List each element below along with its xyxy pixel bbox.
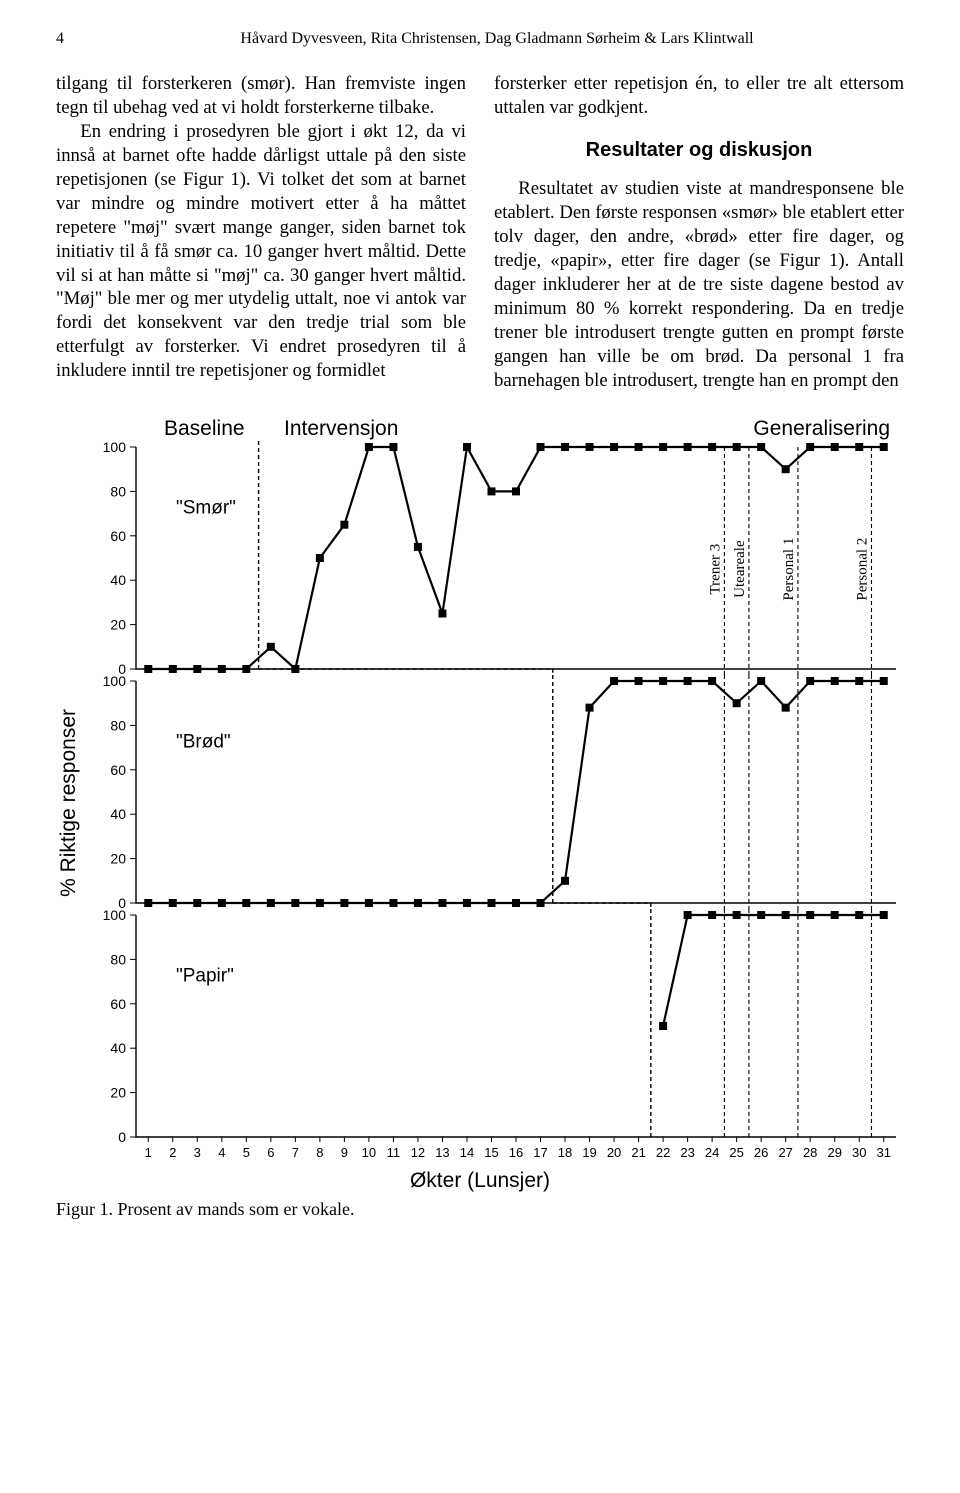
svg-text:23: 23 [680, 1145, 694, 1160]
series-label: "Smør" [176, 498, 236, 519]
svg-text:11: 11 [387, 1145, 401, 1160]
svg-text:0: 0 [118, 1129, 126, 1145]
right-p2: Resultatet av studien viste at mandrespo… [494, 177, 904, 392]
svg-text:2: 2 [169, 1145, 176, 1160]
svg-text:3: 3 [194, 1145, 201, 1160]
svg-text:4: 4 [218, 1145, 225, 1160]
svg-text:12: 12 [411, 1145, 425, 1160]
svg-text:21: 21 [631, 1145, 645, 1160]
svg-text:29: 29 [827, 1145, 841, 1160]
svg-text:6: 6 [267, 1145, 274, 1160]
svg-text:24: 24 [705, 1145, 719, 1160]
svg-text:1: 1 [145, 1145, 152, 1160]
phase-baseline: Baseline [164, 417, 284, 441]
svg-text:20: 20 [110, 1085, 126, 1101]
svg-text:16: 16 [509, 1145, 523, 1160]
x-axis-label: Økter (Lunsjer) [56, 1169, 904, 1193]
svg-text:Uteareale: Uteareale [732, 540, 748, 598]
svg-text:13: 13 [435, 1145, 449, 1160]
svg-text:100: 100 [103, 441, 127, 455]
svg-text:60: 60 [110, 762, 126, 778]
series-label: "Papir" [176, 966, 234, 987]
right-p1: forsterker etter repetisjon én, to eller… [494, 72, 904, 120]
svg-text:20: 20 [110, 617, 126, 633]
svg-text:15: 15 [484, 1145, 498, 1160]
svg-text:0: 0 [118, 661, 126, 675]
svg-text:40: 40 [110, 806, 126, 822]
svg-text:28: 28 [803, 1145, 817, 1160]
svg-text:17: 17 [533, 1145, 547, 1160]
figure-1: Baseline Intervensjon Generalisering % R… [56, 417, 904, 1220]
svg-text:31: 31 [877, 1145, 891, 1160]
svg-text:7: 7 [292, 1145, 299, 1160]
authors-line: Håvard Dyvesveen, Rita Christensen, Dag … [90, 30, 904, 48]
svg-text:40: 40 [110, 1040, 126, 1056]
svg-text:10: 10 [362, 1145, 376, 1160]
svg-text:20: 20 [607, 1145, 621, 1160]
svg-text:19: 19 [582, 1145, 596, 1160]
series-label: "Brød" [176, 732, 231, 753]
left-p2: En endring i prosedyren ble gjort i økt … [56, 120, 466, 383]
phase-generalization: Generalisering [664, 417, 904, 441]
svg-text:80: 80 [110, 951, 126, 967]
svg-text:18: 18 [558, 1145, 572, 1160]
left-p1: tilgang til forsterkeren (smør). Han fre… [56, 72, 466, 120]
svg-text:9: 9 [341, 1145, 348, 1160]
phase-intervention: Intervensjon [284, 417, 664, 441]
svg-text:25: 25 [729, 1145, 743, 1160]
figure-caption: Figur 1. Prosent av mands som er vokale. [56, 1199, 904, 1220]
y-axis-label: % Riktige responser [57, 709, 81, 897]
svg-text:Trener 3: Trener 3 [707, 544, 723, 595]
svg-text:60: 60 [110, 996, 126, 1012]
svg-text:14: 14 [460, 1145, 474, 1160]
svg-text:80: 80 [110, 483, 126, 499]
svg-text:22: 22 [656, 1145, 670, 1160]
svg-text:100: 100 [103, 675, 127, 689]
svg-text:5: 5 [243, 1145, 250, 1160]
svg-text:40: 40 [110, 572, 126, 588]
chart-panels: 020406080100Trener 3UtearealePersonal 1P… [82, 441, 904, 1165]
page-number: 4 [56, 30, 90, 48]
svg-text:26: 26 [754, 1145, 768, 1160]
svg-text:0: 0 [118, 895, 126, 909]
svg-text:30: 30 [852, 1145, 866, 1160]
svg-text:27: 27 [778, 1145, 792, 1160]
svg-text:100: 100 [103, 909, 127, 923]
svg-text:80: 80 [110, 717, 126, 733]
svg-text:20: 20 [110, 851, 126, 867]
section-heading: Resultater og diskusjon [494, 138, 904, 164]
svg-text:60: 60 [110, 528, 126, 544]
svg-text:8: 8 [316, 1145, 323, 1160]
svg-text:Personal 1: Personal 1 [781, 538, 797, 601]
svg-text:Personal 2: Personal 2 [854, 538, 870, 601]
